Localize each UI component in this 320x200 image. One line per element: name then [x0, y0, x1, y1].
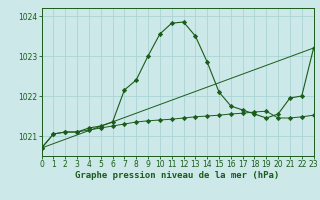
- X-axis label: Graphe pression niveau de la mer (hPa): Graphe pression niveau de la mer (hPa): [76, 171, 280, 180]
